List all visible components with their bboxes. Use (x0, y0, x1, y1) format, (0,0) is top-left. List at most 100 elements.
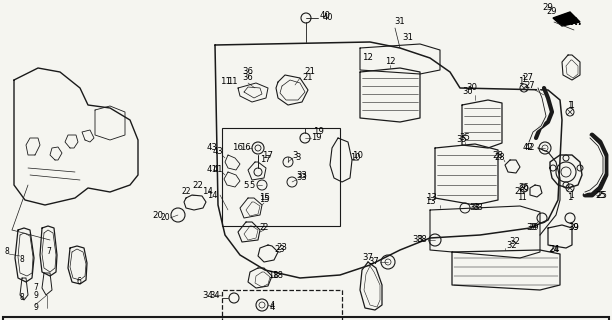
Polygon shape (553, 12, 580, 26)
Text: 2: 2 (263, 223, 268, 233)
Text: 17: 17 (259, 156, 271, 164)
Text: 32: 32 (510, 237, 520, 246)
Text: 29: 29 (547, 7, 558, 17)
Text: 33: 33 (296, 171, 307, 180)
Text: 27: 27 (524, 81, 536, 90)
Text: 36: 36 (242, 68, 253, 76)
Text: 1: 1 (567, 194, 573, 203)
Text: 23: 23 (275, 245, 285, 254)
Text: 26: 26 (515, 188, 526, 196)
Text: 10: 10 (349, 154, 360, 163)
Text: 7: 7 (47, 247, 51, 257)
Text: 1: 1 (517, 194, 523, 203)
Text: 7: 7 (34, 284, 39, 292)
Text: 1: 1 (570, 190, 575, 199)
Text: 19: 19 (313, 127, 323, 137)
Text: 4: 4 (269, 300, 275, 309)
Text: 23: 23 (277, 244, 288, 252)
Text: 10: 10 (353, 150, 364, 159)
Text: 11: 11 (220, 77, 231, 86)
Text: 13: 13 (427, 194, 438, 203)
Text: 42: 42 (523, 143, 534, 153)
Text: 20: 20 (152, 211, 163, 220)
Text: 35: 35 (460, 133, 471, 142)
Text: 8: 8 (20, 293, 24, 302)
Text: 37: 37 (368, 258, 379, 267)
Text: 31: 31 (395, 18, 405, 27)
Text: 26: 26 (519, 183, 529, 193)
Text: 30: 30 (463, 87, 473, 97)
Text: 18: 18 (267, 270, 278, 279)
Text: 1: 1 (518, 77, 524, 86)
Text: 39: 39 (569, 223, 580, 233)
Text: 5: 5 (243, 180, 248, 189)
Text: 24: 24 (548, 245, 559, 254)
Text: 27: 27 (523, 74, 534, 83)
Text: 38: 38 (417, 236, 427, 244)
Text: 15: 15 (259, 194, 271, 203)
Text: 40: 40 (323, 13, 334, 22)
Text: 28: 28 (493, 150, 504, 159)
Text: 40: 40 (319, 11, 330, 20)
Text: 37: 37 (362, 253, 373, 262)
Text: 33: 33 (472, 204, 483, 212)
Text: 30: 30 (466, 84, 477, 92)
Text: 14: 14 (207, 190, 217, 199)
Text: 33: 33 (297, 173, 307, 182)
Text: 32: 32 (507, 242, 517, 251)
Text: 11: 11 (227, 77, 237, 86)
Text: 1: 1 (521, 194, 526, 203)
Text: 25: 25 (597, 190, 608, 199)
Text: 14: 14 (203, 188, 214, 196)
Text: FR.: FR. (565, 17, 583, 27)
Text: 21: 21 (303, 74, 313, 83)
Text: 15: 15 (259, 196, 269, 204)
Text: 19: 19 (311, 133, 321, 142)
Text: 22: 22 (193, 180, 204, 189)
Text: 21: 21 (305, 68, 316, 76)
Text: 34: 34 (210, 292, 220, 300)
Text: 29: 29 (543, 4, 553, 12)
Text: 39: 39 (529, 223, 539, 233)
Text: 25: 25 (595, 190, 606, 199)
Text: 16: 16 (233, 143, 244, 153)
Text: 9: 9 (34, 291, 39, 300)
Text: 20: 20 (160, 213, 170, 222)
Text: 8: 8 (20, 255, 24, 265)
Text: 22: 22 (181, 188, 191, 196)
Text: 6: 6 (76, 277, 81, 286)
Text: 4: 4 (269, 303, 275, 313)
Text: 1: 1 (570, 100, 575, 109)
Text: 17: 17 (263, 150, 274, 159)
Text: 1: 1 (567, 100, 573, 109)
Text: 28: 28 (494, 153, 506, 162)
Text: 31: 31 (403, 34, 414, 43)
Text: 18: 18 (272, 270, 283, 279)
Text: 43: 43 (213, 148, 223, 156)
Text: 8: 8 (5, 247, 9, 257)
Text: 9: 9 (34, 303, 39, 313)
Bar (222, 290, 342, 320)
Text: 16: 16 (240, 143, 250, 153)
Text: 34: 34 (203, 291, 214, 300)
Text: 42: 42 (524, 143, 536, 153)
Text: 3: 3 (293, 150, 298, 159)
Text: 35: 35 (457, 135, 468, 145)
Bar (222, 128, 340, 226)
Text: 5: 5 (249, 180, 255, 189)
Text: 3: 3 (296, 154, 300, 163)
Text: 38: 38 (412, 236, 424, 244)
Text: 12: 12 (385, 58, 395, 67)
Text: 36: 36 (242, 74, 253, 83)
Text: 33: 33 (469, 204, 480, 212)
Text: 1: 1 (521, 76, 526, 84)
Text: 39: 39 (526, 223, 537, 233)
Text: 39: 39 (569, 223, 580, 233)
Text: 12: 12 (362, 53, 373, 62)
Text: 43: 43 (206, 143, 217, 153)
Text: 24: 24 (550, 245, 560, 254)
Text: 13: 13 (425, 197, 435, 206)
Text: 41: 41 (206, 165, 217, 174)
Text: 41: 41 (213, 165, 223, 174)
Text: 2: 2 (259, 223, 264, 233)
